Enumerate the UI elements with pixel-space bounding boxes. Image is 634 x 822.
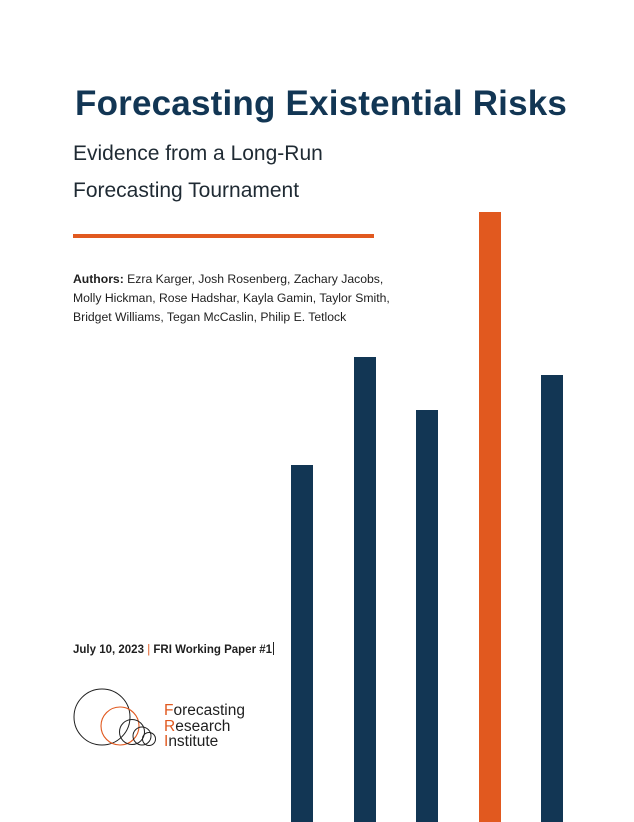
authors-line-3: Bridget Williams, Tegan McCaslin, Philip…	[73, 310, 347, 324]
fri-logo-wordmark: Forecasting Research Institute	[164, 703, 245, 750]
fri-logo-icon	[73, 688, 156, 746]
authors-block: Authors: Ezra Karger, Josh Rosenberg, Za…	[73, 270, 433, 327]
authors-line-2: Molly Hickman, Rose Hadshar, Kayla Gamin…	[73, 291, 390, 305]
decorative-bar	[291, 465, 313, 822]
dateline: July 10, 2023 | FRI Working Paper #1	[73, 642, 275, 656]
authors-label: Authors:	[73, 272, 124, 286]
orange-divider	[73, 234, 374, 238]
logo-initial-f: F	[164, 702, 174, 719]
logo-word-2: esearch	[175, 717, 231, 735]
logo-word-1: orecasting	[173, 702, 245, 719]
dateline-separator: |	[147, 644, 151, 656]
logo-initial-i: I	[164, 733, 169, 750]
publication-date: July 10, 2023	[73, 644, 144, 656]
subtitle-line-1: Evidence from a Long-Run	[73, 142, 323, 165]
decorative-bar	[541, 375, 563, 822]
authors-line-1: Ezra Karger, Josh Rosenberg, Zachary Jac…	[127, 272, 384, 286]
decorative-bar	[354, 357, 376, 822]
working-paper-label: FRI Working Paper #1	[153, 644, 273, 656]
decorative-bar	[416, 410, 438, 822]
paper-title: Forecasting Existential Risks	[75, 84, 568, 123]
subtitle-line-2: Forecasting Tournament	[73, 179, 300, 202]
logo-initial-r: R	[164, 717, 176, 735]
decorative-bar	[479, 212, 501, 822]
text-cursor	[273, 642, 275, 655]
logo-word-3: nstitute	[168, 733, 219, 750]
